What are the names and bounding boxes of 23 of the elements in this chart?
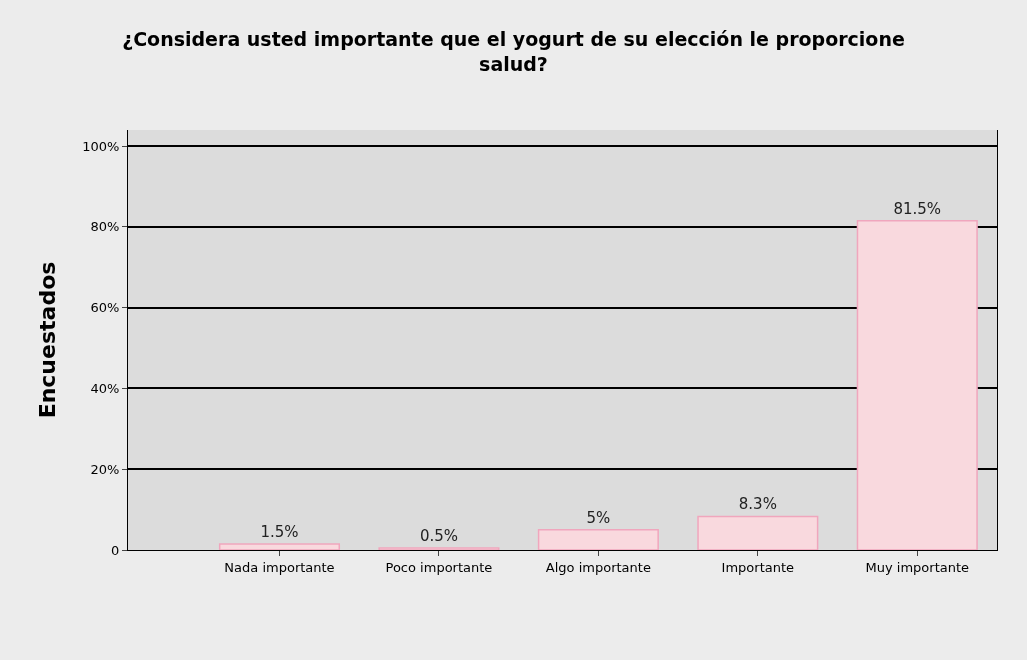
x-tick-label: Muy importante <box>865 559 970 575</box>
data-label: 5% <box>586 508 611 527</box>
bar <box>218 543 341 550</box>
bar <box>856 220 978 550</box>
chart-title: ¿Considera usted importante que el yogurt de su elección le proporcione salud? <box>122 28 905 75</box>
y-axis-title: Encuestados <box>35 261 61 419</box>
y-tick-label: 60% <box>90 300 120 316</box>
x-tick-label: Poco importante <box>385 559 493 575</box>
x-tick-label: Importante <box>721 559 795 575</box>
data-label: 1.5% <box>260 522 299 541</box>
y-tick-label: 40% <box>90 381 120 397</box>
y-tick-label: 20% <box>90 461 120 477</box>
data-label: 81.5% <box>893 199 942 218</box>
y-tick-label: 80% <box>90 219 120 235</box>
x-tick-label: Nada importante <box>224 559 335 575</box>
data-label: 8.3% <box>738 495 777 514</box>
x-tick-label: Algo importante <box>545 559 651 575</box>
bar <box>537 529 659 550</box>
data-label: 0.5% <box>419 526 458 545</box>
bar <box>378 547 500 550</box>
y-tick-label: 0 <box>111 542 120 558</box>
bar <box>697 515 819 550</box>
y-tick-label: 100% <box>82 138 120 154</box>
